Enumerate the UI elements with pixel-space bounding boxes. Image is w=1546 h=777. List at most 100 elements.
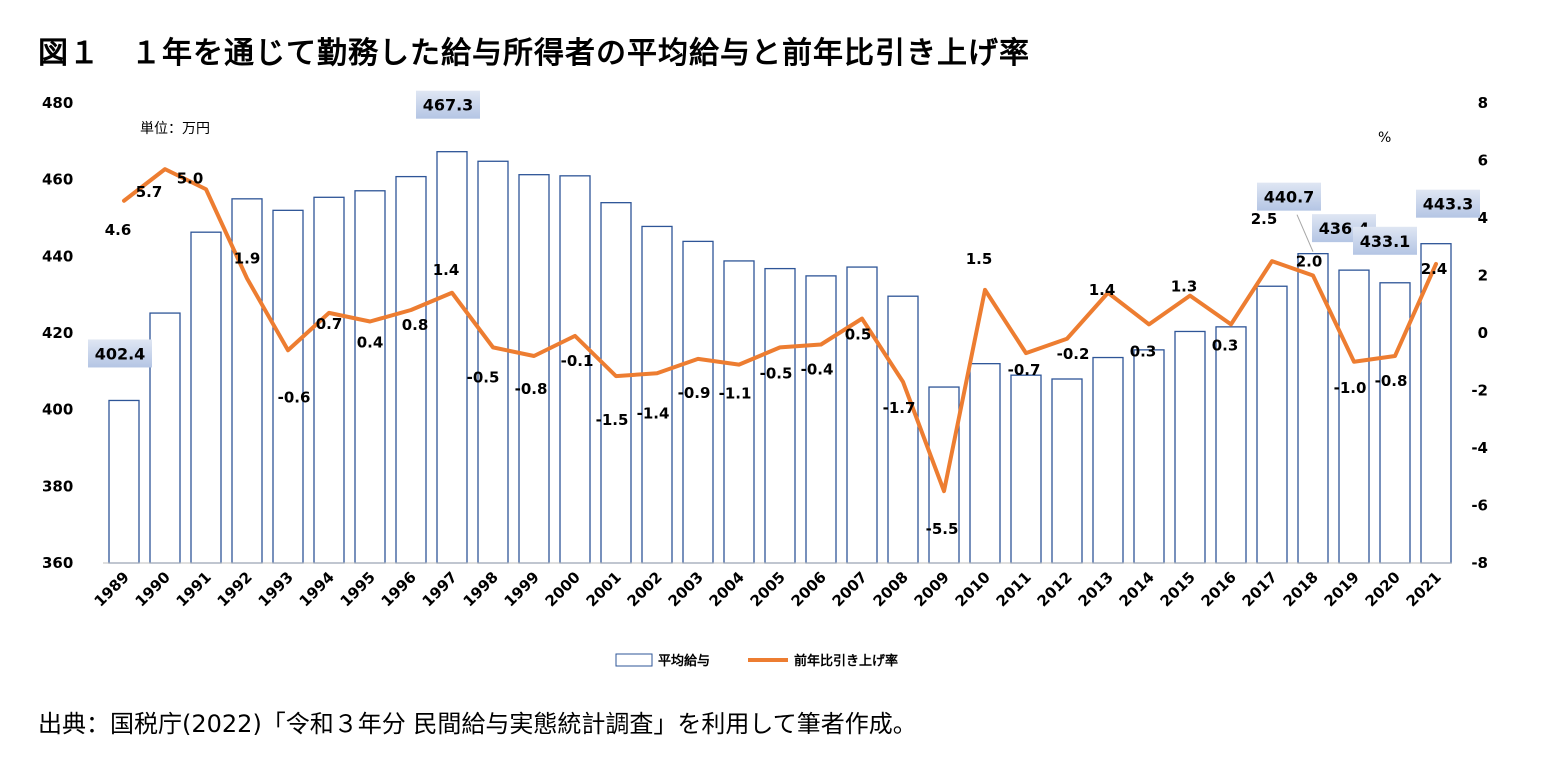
left-tick-label: 360 xyxy=(42,554,73,572)
rate-value-label: -0.5 xyxy=(760,364,793,382)
salary-bar xyxy=(1379,282,1411,564)
salary-bar xyxy=(1010,374,1042,564)
x-tick-label: 1998 xyxy=(460,568,502,610)
x-tick-label: 1992 xyxy=(214,568,256,610)
salary-bar xyxy=(436,151,468,564)
rate-line-labels: 4.6 5.7 5.0 1.9 -0.6 0.7 0.4 0.8 1.4 -0.5 -0.8 -0.1… xyxy=(105,169,1448,538)
right-tick-label: 8 xyxy=(1478,94,1488,112)
x-tick-label: 2000 xyxy=(542,568,584,610)
x-tick-label: 2014 xyxy=(1116,568,1158,610)
x-tick-label: 1989 xyxy=(91,568,133,610)
rate-value-label: -0.5 xyxy=(467,368,500,386)
rate-value-label: -1.5 xyxy=(596,411,629,429)
x-tick-label: 2012 xyxy=(1034,568,1076,610)
rate-value-label: 0.3 xyxy=(1212,336,1239,354)
rate-value-label: 0.7 xyxy=(316,315,343,333)
salary-bar xyxy=(846,266,878,564)
x-tick-label: 1994 xyxy=(296,568,338,610)
salary-bar xyxy=(108,399,140,564)
salary-bar xyxy=(887,295,919,564)
bar-label-box xyxy=(88,339,152,368)
bar-label-leader xyxy=(1296,214,1314,252)
salary-bar xyxy=(272,209,304,564)
rate-value-label: -0.1 xyxy=(561,352,594,370)
x-tick-label: 1997 xyxy=(419,568,461,610)
x-tick-label: 2008 xyxy=(870,568,912,610)
right-tick-label: -2 xyxy=(1471,382,1488,400)
salary-bar xyxy=(477,160,509,564)
salary-bar xyxy=(682,240,714,564)
rate-polyline xyxy=(122,167,1438,494)
x-tick-label: 2005 xyxy=(747,568,789,610)
rate-value-label: 5.0 xyxy=(177,169,204,187)
rate-value-label: 1.4 xyxy=(1089,281,1116,299)
salary-bars xyxy=(108,151,1452,564)
salary-bar xyxy=(1297,252,1329,564)
salary-bar xyxy=(395,175,427,564)
bar-label-box xyxy=(416,90,480,119)
salary-bar xyxy=(354,190,386,564)
x-tick-label: 2015 xyxy=(1157,568,1199,610)
right-unit-label: % xyxy=(1378,130,1391,146)
right-tick-label: 4 xyxy=(1478,209,1488,227)
salary-bar xyxy=(764,267,796,564)
x-tick-label: 1991 xyxy=(173,568,215,610)
x-tick-label: 1996 xyxy=(378,568,420,610)
x-tick-label: 2002 xyxy=(624,568,666,610)
x-tick-label: 1993 xyxy=(255,568,297,610)
salary-bar xyxy=(1174,330,1206,564)
right-y-axis: 8 6 4 2 0 -2 -4 -6 -8 xyxy=(1471,94,1488,572)
rate-value-label: 0.8 xyxy=(402,316,429,334)
x-tick-label: 2017 xyxy=(1239,568,1281,610)
salary-bar xyxy=(559,175,591,564)
left-tick-label: 480 xyxy=(42,94,73,112)
salary-bar xyxy=(313,196,345,564)
x-tick-label: 1999 xyxy=(501,568,543,610)
left-tick-label: 420 xyxy=(42,324,73,342)
left-tick-label: 460 xyxy=(42,171,73,189)
x-tick-label: 2006 xyxy=(788,568,830,610)
rate-value-label: 5.7 xyxy=(136,183,163,201)
x-tick-label: 2021 xyxy=(1403,568,1445,610)
x-tick-label: 2001 xyxy=(583,568,625,610)
right-tick-label: 0 xyxy=(1478,324,1488,342)
salary-bar xyxy=(518,174,550,564)
salary-bar xyxy=(928,386,960,564)
legend-bar-label: 平均給与 xyxy=(658,653,710,669)
salary-bar xyxy=(190,231,222,564)
legend-line-label: 前年比引き上げ率 xyxy=(794,653,898,669)
salary-bar xyxy=(600,202,632,564)
left-tick-label: 380 xyxy=(42,477,73,495)
rate-value-label: -1.4 xyxy=(637,404,670,422)
left-tick-label: 440 xyxy=(42,247,73,265)
rate-value-label: -0.7 xyxy=(1008,361,1041,379)
salary-bar xyxy=(1051,378,1083,564)
bar-value-label: 433.1 xyxy=(1360,232,1411,251)
rate-value-label: 1.4 xyxy=(433,261,460,279)
bar-label-box xyxy=(1353,226,1417,255)
rate-value-label: -0.8 xyxy=(515,380,548,398)
rate-value-label: 0.4 xyxy=(357,334,384,352)
x-tick-label: 2007 xyxy=(829,568,871,610)
x-tick-label: 2010 xyxy=(952,568,994,610)
rate-value-label: 2.4 xyxy=(1421,260,1448,278)
rate-value-label: 1.9 xyxy=(234,249,261,267)
rate-value-label: 0.3 xyxy=(1130,342,1157,360)
salary-bar xyxy=(1215,326,1247,564)
x-tick-label: 2016 xyxy=(1198,568,1240,610)
rate-value-label: 0.5 xyxy=(845,326,872,344)
x-tick-label: 2013 xyxy=(1075,568,1117,610)
salary-bar xyxy=(1133,349,1165,564)
x-tick-label: 2009 xyxy=(911,568,953,610)
salary-bar xyxy=(1256,285,1288,564)
source-note: 出典：国税庁(2022)「令和３年分 民間給与実態統計調査」を利用して筆者作成。 xyxy=(38,710,917,738)
right-tick-label: -6 xyxy=(1471,497,1488,515)
rate-value-label: -0.9 xyxy=(678,384,711,402)
right-tick-label: -4 xyxy=(1471,439,1488,457)
x-tick-label: 2019 xyxy=(1321,568,1363,610)
x-tick-label: 2011 xyxy=(993,568,1035,610)
bar-value-label: 402.4 xyxy=(95,344,146,363)
rate-value-label: 4.6 xyxy=(105,221,132,239)
rate-value-label: 2.5 xyxy=(1251,210,1278,228)
